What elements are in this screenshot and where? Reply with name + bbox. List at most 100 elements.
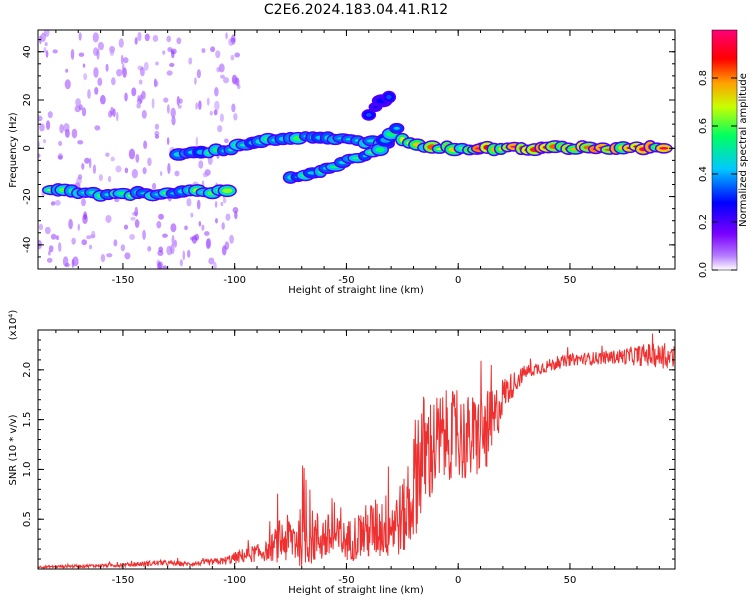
noise-speckle: [154, 130, 160, 136]
spectrogram-panel: -150 -100 -50 0 50 -40 -20 0 20 40 Height of stra…: [8, 29, 676, 296]
noise-speckle: [220, 201, 224, 207]
noise-speckle: [116, 69, 123, 77]
noise-speckle: [70, 49, 75, 60]
y-tick-label: 0.5: [22, 511, 33, 527]
noise-speckle: [198, 100, 202, 110]
noise-speckle: [217, 125, 223, 133]
noise-speckle: [169, 62, 175, 68]
noise-speckle: [74, 105, 81, 113]
spectral-blob: [375, 146, 385, 153]
noise-speckle: [105, 214, 112, 223]
spectral-blob: [393, 126, 400, 130]
x-tick-label: -100: [223, 275, 246, 286]
noise-speckle: [87, 89, 91, 99]
x-tick-label: -150: [112, 575, 135, 586]
noise-speckle: [68, 218, 73, 230]
snr-y-axis-label: SNR (10 * v/v): [8, 414, 19, 485]
noise-speckle: [224, 138, 229, 144]
noise-speckle: [186, 249, 191, 258]
noise-speckle: [162, 265, 168, 269]
snr-frame: [37, 329, 676, 570]
colorbar: 0.0 0.2 0.4 0.6 0.8 Normalized spectral ampl…: [698, 29, 749, 278]
noise-speckle: [186, 198, 192, 207]
spectrogram-frame: [37, 29, 676, 270]
spectral-blob: [659, 147, 669, 150]
noise-speckle: [72, 256, 79, 267]
noise-speckle: [231, 103, 236, 113]
noise-speckle: [83, 211, 88, 220]
noise-speckle: [225, 32, 228, 40]
x-tick-label: -100: [223, 575, 246, 586]
noise-speckle: [124, 167, 129, 174]
noise-speckle: [232, 77, 239, 85]
noise-speckle: [81, 198, 86, 207]
noise-speckle: [234, 52, 241, 58]
x-tick-label: -50: [338, 275, 354, 286]
noise-speckle: [202, 172, 209, 178]
noise-speckle: [155, 61, 159, 66]
spectral-blob: [373, 105, 378, 109]
spectral-blob: [222, 188, 233, 194]
noise-speckle: [78, 52, 85, 57]
noise-speckle: [228, 38, 234, 46]
noise-speckle: [121, 62, 125, 74]
snr-y-scale-label: (x10⁴): [8, 310, 19, 341]
noise-speckle: [93, 47, 99, 56]
noise-speckle: [234, 211, 238, 220]
y-tick-label: 1.5: [22, 412, 33, 428]
noise-speckle: [210, 46, 216, 53]
noise-speckle: [194, 77, 197, 85]
noise-speckle: [232, 207, 239, 214]
noise-speckle: [166, 245, 173, 256]
y-tick-label: 40: [22, 45, 33, 58]
noise-speckle: [166, 137, 170, 146]
snr-series-line: [38, 333, 675, 569]
noise-speckle: [122, 57, 129, 64]
noise-speckle: [48, 245, 54, 253]
noise-speckle: [118, 38, 124, 48]
spectral-blob: [386, 94, 392, 100]
noise-speckle: [58, 140, 63, 147]
noise-speckle: [182, 250, 186, 261]
noise-speckle: [157, 261, 162, 269]
noise-speckle: [128, 148, 136, 160]
noise-speckle: [198, 221, 202, 227]
noise-speckle: [83, 73, 88, 81]
noise-speckle: [57, 155, 63, 160]
noise-speckle: [93, 67, 99, 78]
noise-speckle: [178, 98, 183, 104]
noise-speckle: [156, 220, 162, 229]
colorbar-label: Normalized spectral amplitude: [738, 73, 749, 227]
noise-speckle: [94, 125, 101, 131]
noise-speckle: [171, 234, 175, 246]
noise-speckle: [174, 170, 180, 177]
noise-speckle: [134, 37, 138, 45]
noise-speckle: [77, 174, 83, 180]
noise-speckle: [229, 234, 234, 244]
colorbar-tick-label: 0.6: [698, 118, 709, 134]
noise-speckle: [40, 32, 46, 43]
noise-speckle: [88, 244, 93, 250]
noise-speckle: [188, 57, 193, 65]
spectrogram-heatmap: [38, 30, 673, 269]
noise-speckle: [45, 120, 51, 130]
y-tick-label: 0: [22, 145, 33, 151]
noise-speckle: [129, 233, 135, 240]
noise-speckle: [176, 37, 182, 45]
noise-speckle: [208, 257, 215, 265]
colorbar-tick-label: 0.0: [698, 262, 709, 278]
noise-speckle: [131, 87, 137, 97]
noise-speckle: [77, 140, 84, 145]
noise-speckle: [50, 201, 56, 206]
noise-speckle: [216, 66, 221, 73]
noise-speckle: [63, 123, 70, 133]
noise-speckle: [166, 35, 172, 43]
noise-speckle: [81, 239, 88, 246]
noise-speckle: [75, 98, 81, 107]
noise-speckle: [222, 198, 227, 204]
noise-speckle: [43, 139, 46, 144]
noise-speckle: [158, 213, 164, 220]
noise-speckle: [214, 100, 220, 111]
noise-speckle: [84, 157, 90, 164]
noise-speckle: [38, 115, 43, 122]
